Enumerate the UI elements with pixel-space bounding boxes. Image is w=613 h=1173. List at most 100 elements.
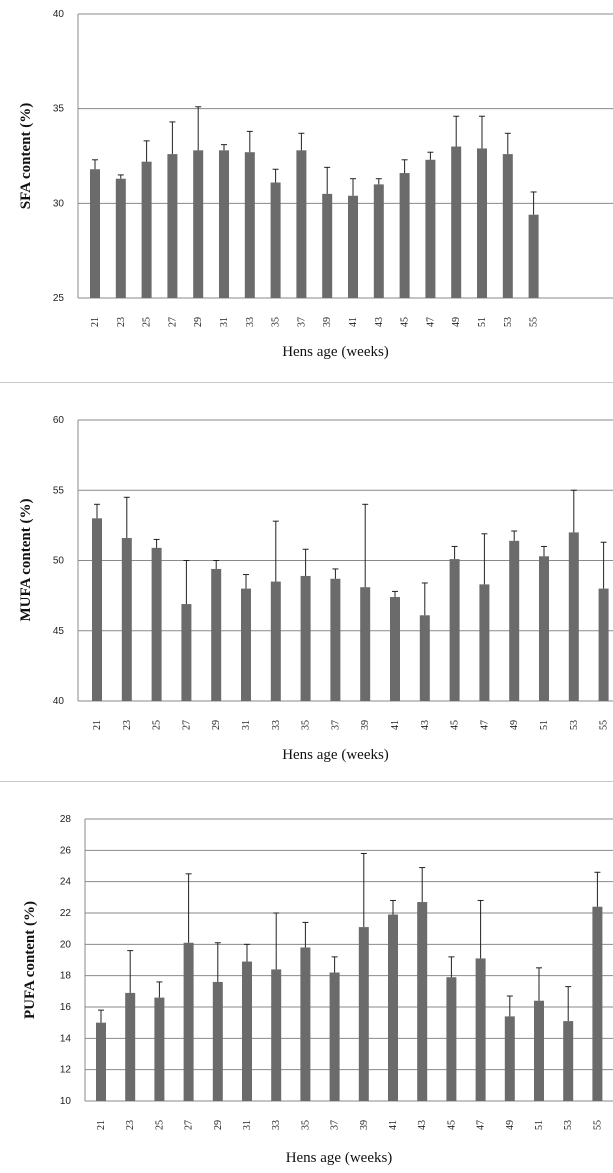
bar <box>244 152 255 298</box>
x-tick-label: 27 <box>181 720 192 730</box>
bar <box>446 977 457 1101</box>
x-tick-label: 53 <box>569 720 580 730</box>
bar <box>329 972 340 1101</box>
bar <box>296 150 307 298</box>
x-tick-label: 27 <box>184 1120 195 1130</box>
bar <box>390 597 400 701</box>
bar <box>212 981 223 1101</box>
sfa-chart: 25 30 35 40 21 23 25 27 29 31 33 35 37 39 41 43 45 47 49 51… <box>18 9 613 360</box>
x-tick-label: 35 <box>300 1120 311 1130</box>
bar <box>121 538 132 701</box>
bar <box>141 161 152 298</box>
x-tick-label: 27 <box>167 317 178 327</box>
x-tick-label: 21 <box>96 1120 107 1130</box>
x-tick-label: 55 <box>599 720 610 730</box>
bar <box>451 146 462 298</box>
bar <box>330 578 341 701</box>
x-tick-label: 35 <box>271 317 282 327</box>
bar <box>151 547 162 701</box>
bar <box>183 942 194 1101</box>
bar <box>219 150 229 298</box>
x-tick-label: 33 <box>245 317 256 327</box>
bar <box>193 150 204 298</box>
x-tick-label: 49 <box>509 720 520 730</box>
bar <box>96 1022 106 1101</box>
bar <box>271 969 282 1101</box>
x-tick-label: 53 <box>563 1120 574 1130</box>
x-tick-label: 29 <box>211 720 222 730</box>
bar <box>568 532 579 701</box>
x-tick-label: 23 <box>116 317 127 327</box>
x-axis-title: Hens age (weeks) <box>286 1150 393 1166</box>
y-tick-label: 55 <box>53 485 65 496</box>
y-tick-label: 50 <box>53 556 65 567</box>
x-axis-title: Hens age (weeks) <box>282 344 389 360</box>
bar <box>360 587 371 701</box>
mufa-chart-panel: 40 45 50 55 60 21 23 25 27 29 31 33 35 37 39 41 43 45 47 49… <box>0 388 613 766</box>
bar <box>479 584 490 701</box>
x-tick-label: 41 <box>348 317 359 327</box>
bar <box>211 568 222 701</box>
bar <box>598 588 609 701</box>
bar <box>449 559 460 701</box>
pufa-chart-panel: 10 12 14 16 18 20 22 24 26 28 21 23 25 27 29 31 33 35 37 39… <box>0 787 613 1173</box>
x-tick-label: 51 <box>477 317 488 327</box>
x-tick-label: 29 <box>193 317 204 327</box>
y-tick-label: 26 <box>60 845 72 856</box>
x-tick-label: 37 <box>330 1120 341 1130</box>
bar <box>270 581 281 701</box>
y-tick-label: 12 <box>60 1065 72 1076</box>
mufa-chart: 40 45 50 55 60 21 23 25 27 29 31 33 35 37 39 41 43 45 47 49… <box>18 415 613 763</box>
x-tick-label: 49 <box>451 317 462 327</box>
bar <box>504 1016 515 1101</box>
x-tick-label: 21 <box>90 317 101 327</box>
x-tick-label: 45 <box>400 317 411 327</box>
bar <box>348 195 358 298</box>
y-tick-label: 25 <box>53 293 65 304</box>
bar <box>115 178 126 298</box>
bar <box>592 906 603 1101</box>
x-tick-label: 33 <box>271 1120 282 1130</box>
y-tick-label: 60 <box>53 415 65 426</box>
pufa-chart: 10 12 14 16 18 20 22 24 26 28 21 23 25 27 29 31 33 35 37 39… <box>22 814 613 1166</box>
y-tick-label: 35 <box>53 104 65 115</box>
y-tick-label: 40 <box>53 696 65 707</box>
x-tick-label: 31 <box>219 317 230 327</box>
y-tick-label: 22 <box>60 908 72 919</box>
x-tick-label: 25 <box>142 317 153 327</box>
x-tick-label: 51 <box>534 1120 545 1130</box>
bar <box>125 992 136 1101</box>
bar <box>241 588 251 701</box>
x-tick-label: 39 <box>322 317 333 327</box>
y-tick-label: 10 <box>60 1096 72 1107</box>
y-tick-label: 28 <box>60 814 72 825</box>
bar <box>419 615 430 701</box>
x-tick-label: 43 <box>374 317 385 327</box>
bar <box>539 556 549 701</box>
y-tick-label: 18 <box>60 971 72 982</box>
x-tick-label: 23 <box>122 720 133 730</box>
bar <box>358 927 369 1101</box>
x-tick-label: 47 <box>425 317 436 327</box>
bar <box>270 182 281 298</box>
y-tick-label: 24 <box>60 877 72 888</box>
x-tick-label: 31 <box>242 1120 253 1130</box>
x-axis-title: Hens age (weeks) <box>282 747 389 763</box>
x-tick-label: 39 <box>359 1120 370 1130</box>
x-tick-label: 47 <box>476 1120 487 1130</box>
bar <box>322 193 333 298</box>
y-axis-title: PUFA content (%) <box>22 901 38 1019</box>
y-axis-title: SFA content (%) <box>18 103 34 209</box>
panel-divider <box>0 382 613 383</box>
x-tick-label: 25 <box>152 720 163 730</box>
y-tick-label: 45 <box>53 626 65 637</box>
x-tick-label: 29 <box>213 1120 224 1130</box>
x-tick-label: 49 <box>505 1120 516 1130</box>
panel-divider <box>0 781 613 782</box>
bar <box>300 947 311 1101</box>
x-tick-label: 51 <box>539 720 550 730</box>
x-tick-label: 41 <box>388 1120 399 1130</box>
x-tick-label: 43 <box>420 720 431 730</box>
y-tick-label: 30 <box>53 198 65 209</box>
x-tick-label: 31 <box>241 720 252 730</box>
